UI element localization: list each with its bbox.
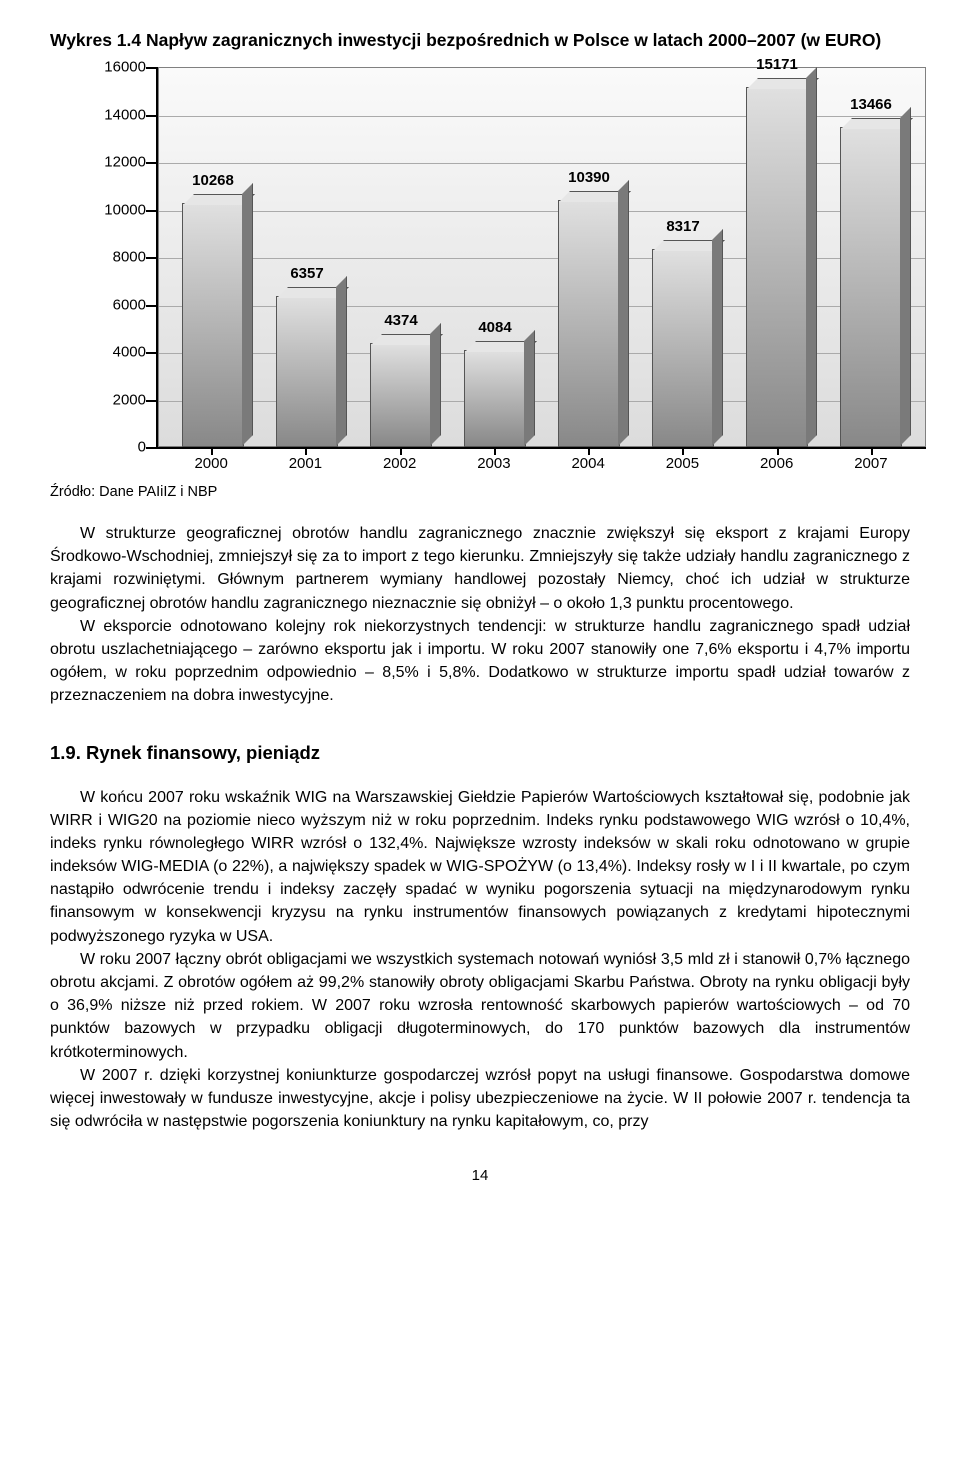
paragraph-2: W eksporcie odnotowano kolejny rok nieko… <box>50 615 910 708</box>
section-heading: 1.9. Rynek finansowy, pieniądz <box>50 742 910 764</box>
bar <box>746 87 808 447</box>
y-tick-label: 10000 <box>88 201 146 218</box>
bar-value-label: 4084 <box>478 319 511 336</box>
y-tick-label: 6000 <box>88 296 146 313</box>
paragraph-3: W końcu 2007 roku wskaźnik WIG na Warsza… <box>50 786 910 948</box>
chart-source: Źródło: Dane PAIiIZ i NBP <box>50 484 910 500</box>
paragraph-4: W roku 2007 łączny obrót obligacjami we … <box>50 948 910 1064</box>
bar-slot: 6357 <box>268 296 346 447</box>
y-tick-label: 4000 <box>88 344 146 361</box>
x-tick-label: 2007 <box>832 455 910 472</box>
y-tick <box>146 67 158 69</box>
y-tick-label: 12000 <box>88 154 146 171</box>
bar-value-label: 15171 <box>756 56 798 73</box>
bar <box>370 343 432 447</box>
bar-slot: 10268 <box>174 203 252 447</box>
bar <box>464 350 526 447</box>
bar-slot: 15171 <box>738 87 816 447</box>
bar <box>276 296 338 447</box>
y-tick-label: 14000 <box>88 106 146 123</box>
bar-slot: 13466 <box>832 127 910 447</box>
bar-value-label: 6357 <box>290 265 323 282</box>
x-tick-label: 2003 <box>455 455 533 472</box>
x-tick-label: 2004 <box>549 455 627 472</box>
page-number: 14 <box>50 1167 910 1184</box>
x-tick-label: 2005 <box>643 455 721 472</box>
y-tick <box>146 257 158 259</box>
x-tick-label: 2002 <box>361 455 439 472</box>
y-tick <box>146 210 158 212</box>
bar <box>840 127 902 447</box>
bar-slot: 8317 <box>644 249 722 447</box>
bar-value-label: 13466 <box>850 96 892 113</box>
bar-value-label: 8317 <box>666 218 699 235</box>
bar-chart: 102686357437440841039083171517113466 020… <box>86 67 926 472</box>
y-tick-label: 2000 <box>88 391 146 408</box>
y-tick <box>146 400 158 402</box>
bar <box>182 203 244 447</box>
bar-slot: 4374 <box>362 343 440 447</box>
y-tick <box>146 162 158 164</box>
chart-title: Wykres 1.4 Napływ zagranicznych inwestyc… <box>50 30 910 51</box>
y-tick-label: 8000 <box>88 249 146 266</box>
y-tick-label: 16000 <box>88 59 146 76</box>
bar-value-label: 10390 <box>568 169 610 186</box>
y-tick <box>146 305 158 307</box>
bar-value-label: 4374 <box>384 312 417 329</box>
bar-value-label: 10268 <box>192 172 234 189</box>
bar-slot: 10390 <box>550 200 628 447</box>
y-tick <box>146 447 158 449</box>
x-tick-label: 2001 <box>266 455 344 472</box>
bar-slot: 4084 <box>456 350 534 447</box>
y-tick <box>146 115 158 117</box>
y-tick <box>146 352 158 354</box>
bar <box>652 249 714 447</box>
paragraph-5: W 2007 r. dzięki korzystnej koniunkturze… <box>50 1064 910 1134</box>
y-tick-label: 0 <box>88 439 146 456</box>
paragraph-1: W strukturze geograficznej obrotów handl… <box>50 522 910 615</box>
x-tick-label: 2006 <box>738 455 816 472</box>
x-tick-label: 2000 <box>172 455 250 472</box>
bar <box>558 200 620 447</box>
